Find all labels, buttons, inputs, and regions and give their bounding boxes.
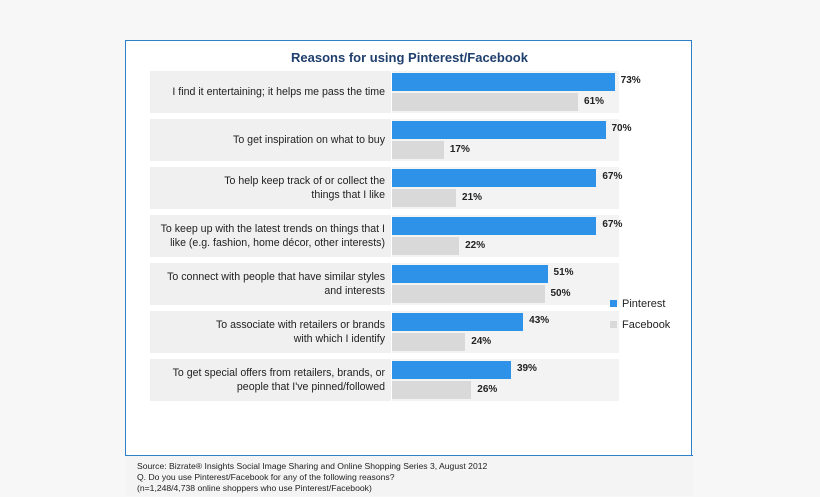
pinterest-value-label: 67%	[602, 219, 623, 230]
category-box	[150, 215, 391, 257]
facebook-value-label: 26%	[477, 384, 498, 395]
category-box	[150, 119, 391, 161]
legend: Pinterest Facebook	[610, 293, 670, 335]
category-label-line: and interests	[324, 285, 385, 297]
category-box	[150, 359, 391, 401]
category-label: To associate with retailers or brands wit…	[152, 311, 385, 353]
legend-label: Pinterest	[622, 297, 666, 310]
category-box	[150, 311, 391, 353]
category-label-line: To help keep track of or collect the	[224, 175, 385, 187]
chart-title: Reasons for using Pinterest/Facebook	[291, 50, 528, 65]
facebook-bar	[392, 237, 460, 255]
pinterest-value-label: 43%	[529, 315, 550, 326]
facebook-bar	[392, 93, 579, 111]
facebook-value-label: 21%	[462, 192, 483, 203]
category-label-line: people that I've pinned/followed	[236, 381, 385, 393]
facebook-value-label: 24%	[471, 336, 492, 347]
category-box	[150, 263, 391, 305]
category-label-line: I find it entertaining; it helps me pass…	[172, 86, 385, 98]
chart-frame: Reasons for using Pinterest/Facebook I f…	[125, 40, 693, 496]
category-label-line: To get special offers from retailers, br…	[172, 367, 385, 379]
legend-label: Facebook	[622, 318, 671, 331]
facebook-bar	[392, 141, 444, 159]
facebook-bar	[392, 285, 545, 303]
category-label-text: I find it entertaining; it helps me pass…	[172, 85, 385, 99]
category-label-text: To help keep track of or collect the thin…	[224, 174, 385, 202]
legend-item: Pinterest	[610, 293, 670, 314]
category-label-line: To connect with people that have similar…	[167, 271, 385, 283]
category-label: To help keep track of or collect the thin…	[152, 167, 385, 209]
facebook-value-label: 50%	[550, 288, 571, 299]
pinterest-bar	[392, 169, 597, 187]
category-label-line: To associate with retailers or brands	[216, 319, 385, 331]
category-label-line: To get inspiration on what to buy	[233, 134, 385, 146]
pinterest-value-label: 73%	[620, 75, 641, 86]
pinterest-value-label: 67%	[602, 171, 623, 182]
pinterest-bar	[392, 265, 548, 283]
category-label-text: To get special offers from retailers, br…	[173, 366, 385, 394]
category-label: To get special offers from retailers, br…	[152, 359, 385, 401]
source-line-3: (n=1,248/4,738 online shoppers who use P…	[137, 483, 372, 493]
facebook-value-label: 22%	[465, 240, 486, 251]
category-label-text: To associate with retailers or brands wit…	[216, 318, 385, 346]
pinterest-value-label: 70%	[611, 123, 632, 134]
category-label: To keep up with the latest trends on thi…	[152, 215, 385, 257]
source-note: Source: Bizrate® Insights Social Image S…	[126, 455, 693, 496]
pinterest-value-label: 39%	[516, 363, 537, 374]
source-line-2: Q. Do you use Pinterest/Facebook for any…	[137, 472, 395, 482]
facebook-bar	[392, 381, 472, 399]
pinterest-bar	[392, 73, 615, 91]
category-box	[150, 167, 391, 209]
category-label: To connect with people that have similar…	[152, 263, 385, 305]
category-label: I find it entertaining; it helps me pass…	[152, 71, 385, 113]
pinterest-bar	[392, 361, 511, 379]
pinterest-bar	[392, 217, 597, 235]
legend-swatch	[610, 321, 617, 328]
category-label-text: To connect with people that have similar…	[167, 270, 385, 298]
category-label-line: things that I like	[311, 189, 385, 201]
legend-item: Facebook	[610, 314, 670, 335]
category-label-line: like (e.g. fashion, home décor, other in…	[170, 237, 385, 249]
facebook-bar	[392, 189, 457, 207]
category-box	[150, 71, 391, 113]
category-label-line: To keep up with the latest trends on thi…	[160, 223, 385, 235]
pinterest-bar	[392, 121, 606, 139]
category-label-text: To keep up with the latest trends on thi…	[161, 222, 385, 250]
facebook-value-label: 17%	[449, 144, 470, 155]
category-label: To get inspiration on what to buy	[152, 119, 385, 161]
plot-area: I find it entertaining; it helps me pass…	[148, 67, 688, 451]
pinterest-bar	[392, 313, 524, 331]
category-label-line: with which I identify	[293, 333, 385, 345]
source-line-1: Source: Bizrate® Insights Social Image S…	[137, 461, 488, 471]
facebook-value-label: 61%	[584, 96, 605, 107]
facebook-bar	[392, 333, 466, 351]
legend-swatch	[610, 300, 617, 307]
pinterest-value-label: 51%	[553, 267, 574, 278]
category-label-text: To get inspiration on what to buy	[233, 133, 385, 147]
